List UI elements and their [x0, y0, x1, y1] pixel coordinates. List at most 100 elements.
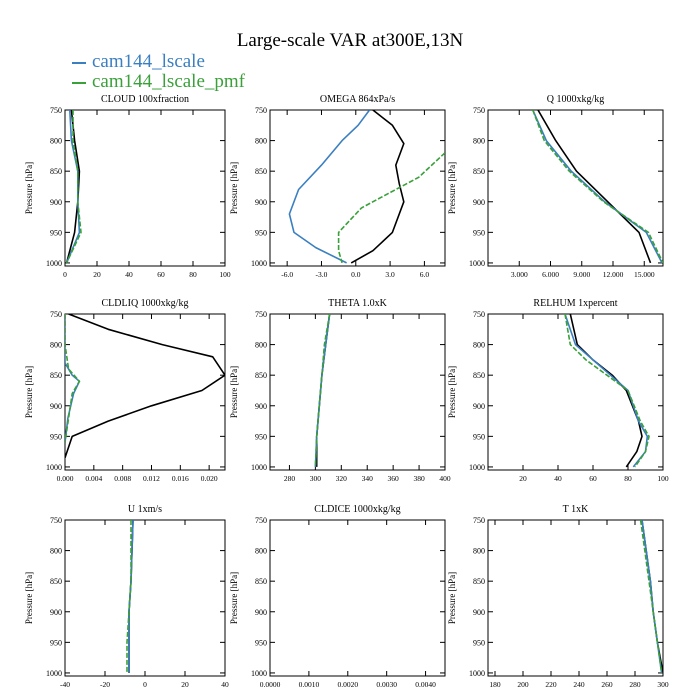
chart-title: T 1xK	[563, 504, 589, 515]
y-tick-label: 800	[255, 341, 267, 350]
x-tick-label: 9.000	[573, 270, 590, 279]
x-tick-label: 300	[310, 474, 322, 483]
y-tick-label: 1000	[251, 669, 267, 678]
y-tick-label: 900	[473, 402, 485, 411]
x-tick-label: 400	[439, 474, 451, 483]
plot-frame	[487, 313, 664, 471]
y-tick-label: 1000	[251, 259, 267, 268]
series-line-3	[65, 314, 81, 443]
x-tick-label: 240	[573, 680, 585, 689]
x-tick-label: 20	[93, 270, 101, 279]
x-tick-label: 0	[63, 270, 67, 279]
y-tick-label: 850	[255, 577, 267, 586]
x-tick-label: 280	[629, 680, 641, 689]
x-tick-label: 0.016	[172, 474, 189, 483]
x-tick-label: 60	[157, 270, 165, 279]
x-tick-label: 15.000	[634, 270, 655, 279]
x-tick-label: 80	[189, 270, 197, 279]
x-tick-label: 0.0030	[376, 680, 397, 689]
y-tick-label: 1000	[46, 669, 62, 678]
y-tick-label: 900	[255, 198, 267, 207]
y-tick-label: 950	[50, 228, 62, 237]
plot-frame	[64, 519, 226, 677]
chart-panel-8: CLDICE 1000xkg/kg Pressure [hPa] 750 800 850…	[229, 504, 446, 689]
y-tick-label: 750	[50, 516, 62, 525]
y-tick-label: 1000	[469, 669, 485, 678]
y-axis-label: Pressure [hPa]	[229, 162, 239, 214]
y-tick-label: 850	[255, 167, 267, 176]
chart-panel-3: Q 1000xkg/kg Pressure [hPa] 750 800 850 900 95…	[447, 94, 664, 279]
x-tick-label: -20	[100, 680, 110, 689]
y-tick-label: 1000	[469, 463, 485, 472]
y-tick-label: 1000	[46, 259, 62, 268]
series-line-2	[288, 110, 371, 264]
y-axis-label: Pressure [hPa]	[24, 366, 34, 418]
chart-panel-9: T 1xK Pressure [hPa] 750 800 850 900 950 1000 18…	[447, 504, 669, 689]
x-tick-label: 40	[221, 680, 229, 689]
y-tick-label: 750	[255, 106, 267, 115]
y-tick-label: 850	[255, 371, 267, 380]
chart-panel-6: RELHUM 1xpercent Pressure [hPa] 750 800 850 9…	[447, 298, 669, 483]
series-line-2	[564, 314, 649, 468]
y-tick-label: 950	[473, 432, 485, 441]
x-tick-label: 6.0	[420, 270, 430, 279]
y-tick-label: 950	[255, 638, 267, 647]
chart-title: CLOUD 100xfraction	[101, 94, 189, 105]
y-tick-label: 850	[50, 167, 62, 176]
series-line-3	[65, 110, 82, 264]
chart-panel-4: CLDLIQ 1000xkg/kg Pressure [hPa] 750 800 850…	[24, 298, 226, 483]
y-tick-label: 750	[473, 106, 485, 115]
y-tick-label: 950	[255, 432, 267, 441]
chart-panel-7: U 1xm/s Pressure [hPa] 750 800 850 900 950 1000…	[24, 504, 229, 689]
series-line-1	[350, 110, 405, 264]
series-line-2	[314, 314, 331, 467]
y-tick-label: 900	[473, 198, 485, 207]
chart-title: U 1xm/s	[128, 504, 162, 515]
y-axis-label: Pressure [hPa]	[447, 366, 457, 418]
y-tick-label: 800	[255, 547, 267, 556]
x-tick-label: 0.004	[85, 474, 102, 483]
series-line-3	[337, 152, 445, 264]
y-axis-label: Pressure [hPa]	[229, 572, 239, 624]
x-tick-label: 380	[413, 474, 425, 483]
y-tick-label: 900	[255, 402, 267, 411]
chart-panel-5: THETA 1.0xK Pressure [hPa] 750 800 850 900 950…	[229, 298, 451, 483]
x-tick-label: 100	[219, 270, 231, 279]
y-tick-label: 800	[473, 137, 485, 146]
y-tick-label: 950	[255, 228, 267, 237]
y-tick-label: 750	[255, 516, 267, 525]
plot-frame	[487, 109, 664, 267]
chart-title: Q 1000xkg/kg	[547, 94, 605, 105]
series-line-1	[569, 314, 643, 468]
series-line-3	[532, 110, 663, 264]
y-tick-label: 850	[50, 577, 62, 586]
x-tick-label: 220	[545, 680, 557, 689]
x-tick-label: -40	[60, 680, 70, 689]
plot-frame	[269, 313, 446, 471]
x-tick-label: -3.0	[316, 270, 328, 279]
y-tick-label: 800	[473, 547, 485, 556]
legend-swatch-lscale-pmf	[72, 81, 86, 84]
x-tick-label: 6.000	[542, 270, 559, 279]
x-tick-label: 0.0010	[299, 680, 320, 689]
figure-title: Large-scale VAR at300E,13N	[236, 30, 464, 51]
x-tick-label: 20	[519, 474, 527, 483]
x-tick-label: 12.000	[603, 270, 624, 279]
x-tick-label: 0.020	[201, 474, 218, 483]
series-line-1	[537, 110, 652, 264]
y-tick-label: 1000	[46, 463, 62, 472]
chart-panel-2: OMEGA 864xPa/s Pressure [hPa] 750 800 850 900…	[229, 94, 446, 279]
legend-item-lscale-pmf: cam144_lscale_pmf	[72, 72, 245, 92]
y-tick-label: 850	[50, 371, 62, 380]
y-tick-label: 750	[50, 106, 62, 115]
y-tick-label: 750	[255, 310, 267, 319]
x-tick-label: 0.0020	[337, 680, 358, 689]
legend-label-lscale: cam144_lscale	[92, 51, 205, 72]
y-axis-label: Pressure [hPa]	[229, 366, 239, 418]
y-tick-label: 900	[50, 608, 62, 617]
y-tick-label: 950	[473, 228, 485, 237]
legend-swatch-lscale	[72, 61, 86, 64]
x-tick-label: 60	[589, 474, 597, 483]
y-tick-label: 750	[473, 516, 485, 525]
